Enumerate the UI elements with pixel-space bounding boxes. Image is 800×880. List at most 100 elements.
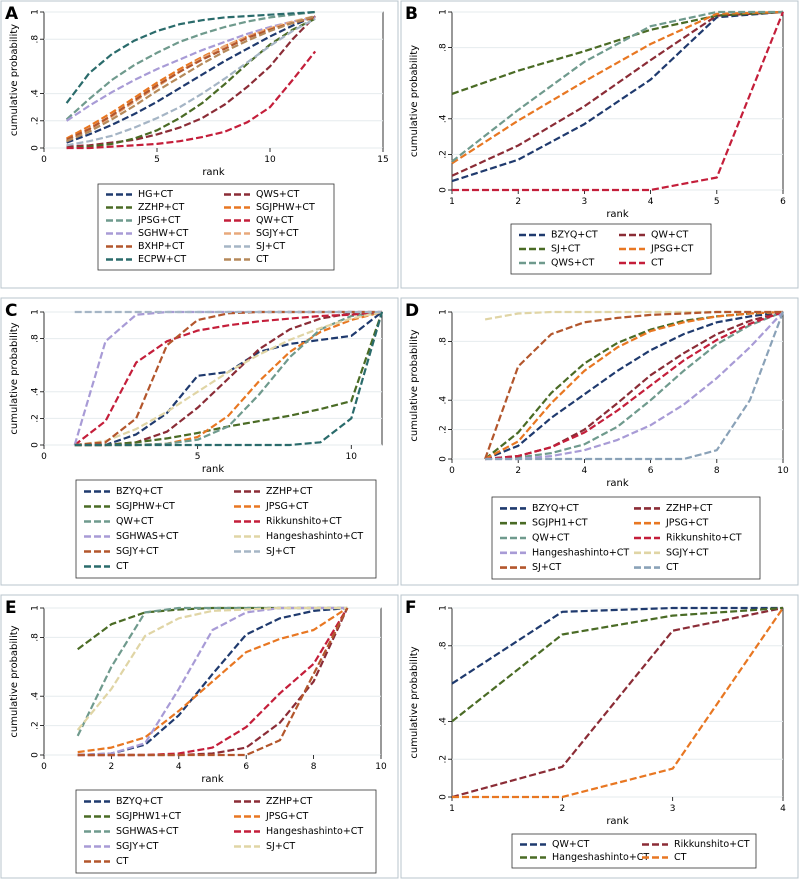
panel-d-series-line <box>484 310 783 321</box>
panel-a-series-line <box>66 17 316 150</box>
panel-e-legend-label: Hangeshashinto+CT <box>266 826 363 837</box>
panel-a-legend-label: QW+CT <box>256 215 293 226</box>
panel-a-ytick-label: .4 <box>31 89 41 98</box>
panel-b-xtick-label: 5 <box>714 197 720 207</box>
panel-d-xtick-label: 2 <box>515 466 521 476</box>
panel-c-legend-label: ZZHP+CT <box>266 486 312 497</box>
panel-f: F 0 .2 .4 .8 1 1 2 3 4 rank cumulative probability Q… <box>400 594 799 879</box>
panel-c-xtick-label: 5 <box>195 452 201 462</box>
panel-a-series-line <box>66 15 316 148</box>
panel-d-series-line <box>484 310 784 460</box>
panel-b-letter: B <box>405 4 418 24</box>
panel-f-legend-label: Rikkunshito+CT <box>674 839 750 850</box>
panel-e-ytick-label: 1 <box>31 605 41 611</box>
panel-f-legend-label: Hangeshashinto+CT <box>552 852 649 863</box>
panel-d-ytick-label: 1 <box>439 309 449 315</box>
panel-a-legend-label: SJ+CT <box>256 241 285 252</box>
panel-c-xtick-label: 10 <box>346 452 358 462</box>
panel-f-series-line <box>452 607 784 799</box>
panel-e-legend <box>75 789 377 874</box>
panel-d-series-line <box>485 311 785 461</box>
panel-f-xlabel: rank <box>606 816 629 827</box>
panel-a-xtick-label: 0 <box>41 155 47 165</box>
panel-a-ytick-label: .8 <box>31 35 41 44</box>
panel-d-letter: D <box>405 301 419 321</box>
panel-d-xtick-label: 4 <box>582 466 588 476</box>
panel-b-ytick-label: .2 <box>439 150 449 159</box>
panel-a-series-line <box>66 50 317 150</box>
panel-b-legend-label: QW+CT <box>651 230 688 241</box>
panel-d-ytick-label: .8 <box>439 337 449 346</box>
panel-a-legend-label: SGHW+CT <box>138 228 189 239</box>
panel-e-ytick-label: .8 <box>31 633 41 642</box>
panel-c-legend-label: CT <box>116 561 129 572</box>
panel-c-xlabel: rank <box>202 464 225 475</box>
panel-e-legend-label: SGJY+CT <box>116 841 159 852</box>
panel-c-legend <box>75 479 377 579</box>
panel-a-xtick-label: 15 <box>377 155 388 165</box>
panel-c-legend-label: SGJPHW+CT <box>116 501 175 512</box>
panel-a-legend-label: ZZHP+CT <box>138 202 184 213</box>
panel-b-series-line <box>451 10 783 163</box>
panel-b-legend-label: BZYQ+CT <box>551 230 598 241</box>
panel-c-ytick-label: .8 <box>31 334 41 343</box>
panel-f-ytick-label: .8 <box>439 641 449 650</box>
panel-e-xtick-label: 10 <box>375 762 387 772</box>
panel-c-ytick-label: .4 <box>31 387 41 396</box>
panel-d-legend-label: CT <box>666 562 679 573</box>
panel-e-legend-label: ZZHP+CT <box>266 796 312 807</box>
panel-b-series-line <box>451 10 784 165</box>
panel-b-legend-label: QWS+CT <box>551 258 594 269</box>
panel-c-legend-label: Hangeshashinto+CT <box>266 531 363 542</box>
panel-c-legend-label: SJ+CT <box>266 546 295 557</box>
panel-e-xtick-label: 0 <box>41 762 47 772</box>
panel-b-ylabel: cumulative probability <box>409 45 420 157</box>
panel-b-ytick-label: .8 <box>439 43 449 52</box>
panel-a-legend-label: QWS+CT <box>256 189 299 200</box>
panel-e-ytick-label: 0 <box>31 752 41 758</box>
panel-f-ylabel: cumulative probability <box>409 646 420 758</box>
panel-c-letter: C <box>5 301 17 321</box>
panel-d-xtick-label: 0 <box>449 466 455 476</box>
panel-d-ytick-label: .2 <box>439 425 449 434</box>
panel-e-xtick-label: 4 <box>176 762 182 772</box>
panel-a-xlabel: rank <box>202 167 225 178</box>
panel-f-legend-label: CT <box>674 852 687 863</box>
panel-b-xtick-label: 2 <box>515 197 521 207</box>
panel-c-series-line <box>74 310 383 447</box>
panel-a-series-line <box>65 10 316 104</box>
panel-c-legend-label: JPSG+CT <box>265 501 309 512</box>
panel-b-xtick-label: 1 <box>449 197 455 207</box>
panel-c-ytick-label: 1 <box>31 309 41 315</box>
panel-c-ylabel: cumulative probability <box>9 322 20 434</box>
panel-e-ytick-label: .2 <box>31 721 41 730</box>
panel-a-legend <box>97 183 335 271</box>
panel-e-legend-label: SJ+CT <box>266 841 295 852</box>
panel-d-series-line <box>484 310 783 460</box>
panel-f-letter: F <box>405 598 417 618</box>
panel-c-legend-label: QW+CT <box>116 516 153 527</box>
panel-e-series-line <box>77 606 348 757</box>
panel-a-ytick-label: .2 <box>31 117 41 126</box>
panel-a-plot-area <box>43 11 384 149</box>
panel-b-ytick-label: .4 <box>439 114 449 123</box>
panel-e-xtick-label: 6 <box>243 762 249 772</box>
panel-a-legend-label: CT <box>256 254 269 265</box>
panel-a-legend-label: ECPW+CT <box>138 254 186 265</box>
panel-c-ytick-label: .2 <box>31 414 41 423</box>
panel-a-series-line <box>66 16 316 140</box>
panel-f-xtick-label: 1 <box>449 804 455 814</box>
panel-c-series-line <box>74 310 383 446</box>
panel-b-series-line <box>451 10 784 183</box>
panel-a-legend-label: BXHP+CT <box>138 241 184 252</box>
panel-d-legend-label: Hangeshashinto+CT <box>532 547 629 558</box>
panel-e-series-line <box>77 607 349 757</box>
panel-f-ytick-label: 1 <box>439 605 449 611</box>
panel-a-series-line <box>66 17 316 147</box>
panel-d-legend-label: BZYQ+CT <box>532 503 579 514</box>
panel-d-legend-label: SJ+CT <box>532 562 561 573</box>
panel-e-xtick-label: 8 <box>311 762 317 772</box>
panel-f-series-line <box>451 606 784 799</box>
